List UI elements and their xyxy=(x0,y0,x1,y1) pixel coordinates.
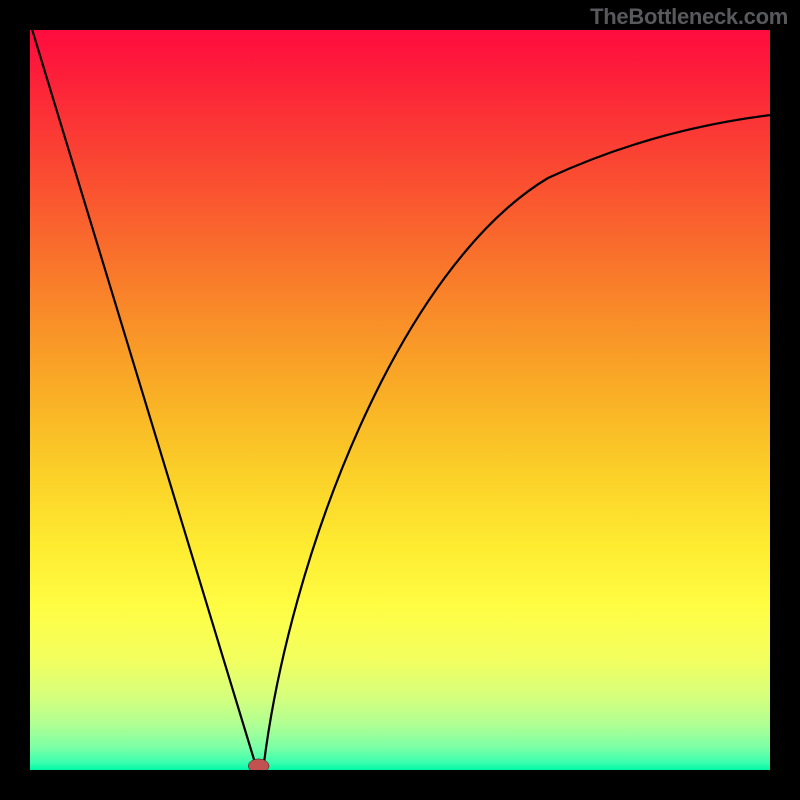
plot-area xyxy=(30,30,770,770)
plot-outer-frame xyxy=(22,22,778,778)
chart-svg xyxy=(30,30,770,770)
gradient-background xyxy=(30,30,770,770)
watermark-text: TheBottleneck.com xyxy=(590,4,788,30)
